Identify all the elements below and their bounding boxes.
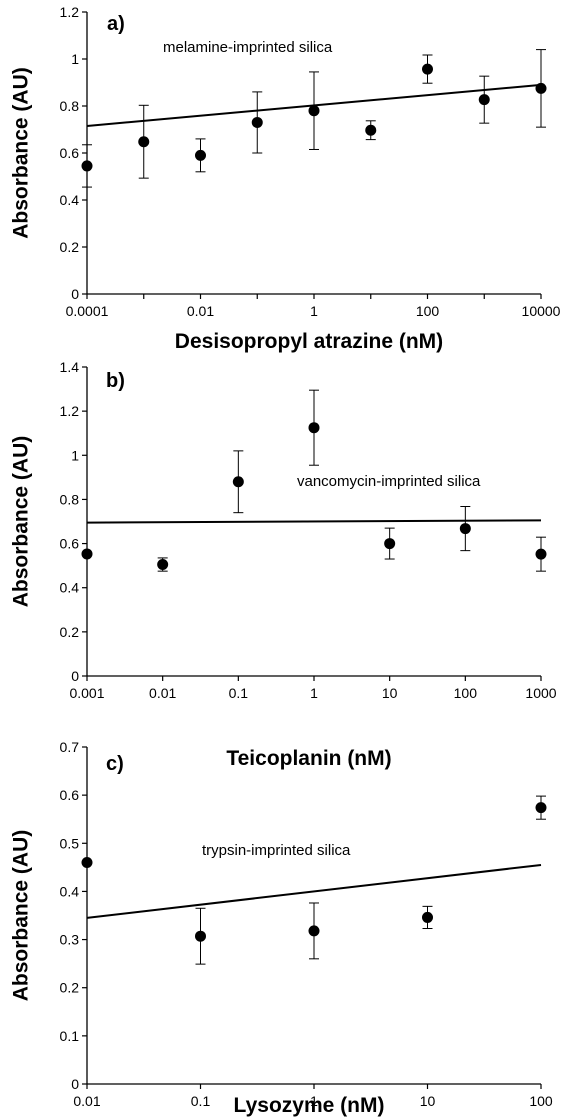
chart-0-x-axis-title: Desisopropyl atrazine (nM) <box>175 330 443 353</box>
chart-1-x-tick-label: 0.1 <box>229 685 249 701</box>
chart-0-data-point <box>478 94 490 106</box>
chart-2-y-tick-label: 0.2 <box>60 980 80 996</box>
chart-2-y-tick-label: 0 <box>71 1076 79 1092</box>
chart-2-data-point <box>422 911 433 923</box>
chart-1-data-point <box>81 548 93 560</box>
chart-2-y-tick-label: 0.7 <box>60 739 80 755</box>
chart-1-data-point <box>308 422 320 434</box>
chart-1-x-tick-label: 100 <box>454 685 478 701</box>
chart-0-x-tick-label: 0.01 <box>187 303 214 319</box>
chart-0-x-tick-label: 10000 <box>522 303 561 319</box>
chart-1-x-tick-label: 1000 <box>525 685 556 701</box>
chart-2-y-tick-label: 0.4 <box>60 883 80 899</box>
chart-2-x-tick-label: 10 <box>420 1093 436 1109</box>
chart-1-fit-line <box>86 519 542 524</box>
chart-0-y-tick-label: 1 <box>71 51 79 67</box>
chart-0-data-point <box>422 63 433 75</box>
chart-0-y-tick-label: 0 <box>71 286 79 302</box>
chart-1-y-tick-label: 1.2 <box>60 403 80 419</box>
chart-1-data-point <box>535 548 547 560</box>
chart-1-data-point <box>459 523 471 535</box>
chart-1-data-point <box>157 559 169 571</box>
chart-0-y-axis-title: Absorbance (AU) <box>10 67 33 239</box>
chart-2-y-axis-title: Absorbance (AU) <box>10 830 33 1002</box>
chart-2-panel-label: c) <box>106 753 124 775</box>
chart-2-y-tick-label: 0.3 <box>60 932 80 948</box>
chart-0-data-point <box>81 160 93 172</box>
chart-0-data-point <box>138 136 150 148</box>
panel-a: 0 0.2 0.4 0.6 0.8 1 1.2 0.0001 0.01 1 100 10000 a) me… <box>10 4 561 353</box>
chart-1-x-axis-title: Teicoplanin (nM) <box>226 747 391 770</box>
chart-1-x-tick-label: 10 <box>382 685 398 701</box>
chart-1-y-tick-label: 0.6 <box>60 536 80 552</box>
chart-0-data-point <box>365 124 377 136</box>
chart-2-annotation: trypsin-imprinted silica <box>202 842 351 859</box>
chart-2-y-tick-label: 0.5 <box>60 835 80 851</box>
chart-0-data-point <box>251 116 263 128</box>
panel-c: 0 0.1 0.2 0.3 0.4 0.5 0.6 0.7 0.01 0.1 1 10 100 c) try… <box>10 739 553 1117</box>
chart-2-data-point <box>81 857 93 869</box>
chart-0-y-tick-label: 0.2 <box>60 239 80 255</box>
chart-1-y-axis-title: Absorbance (AU) <box>10 436 33 608</box>
chart-2-x-tick-label: 0.01 <box>73 1093 100 1109</box>
chart-1-y-tick-label: 0 <box>71 668 79 684</box>
chart-0-annotation: melamine-imprinted silica <box>163 39 333 56</box>
chart-0-data-point <box>308 105 320 117</box>
chart-0-panel-label: a) <box>107 13 125 35</box>
chart-2-y-tick-label: 0.6 <box>60 787 80 803</box>
chart-2-x-tick-label: 100 <box>529 1093 553 1109</box>
chart-1-annotation: vancomycin-imprinted silica <box>297 473 481 490</box>
chart-0-y-tick-label: 1.2 <box>60 4 80 20</box>
chart-1-data-point <box>232 476 244 488</box>
chart-1-y-tick-label: 0.4 <box>60 580 80 596</box>
chart-0-x-tick-label: 0.0001 <box>66 303 109 319</box>
chart-0-y-tick-label: 0.4 <box>60 192 80 208</box>
chart-1-x-tick-label: 0.001 <box>69 685 104 701</box>
chart-1-y-tick-label: 0.2 <box>60 624 80 640</box>
chart-2-fit-line <box>86 863 542 919</box>
chart-1-panel-label: b) <box>106 370 125 392</box>
chart-0-x-tick-label: 1 <box>310 303 318 319</box>
chart-1-y-tick-label: 0.8 <box>60 491 80 507</box>
chart-1-data-point <box>384 538 396 550</box>
chart-2-data-point <box>535 802 547 814</box>
chart-2-x-axis-title: Lysozyme (nM) <box>234 1094 385 1117</box>
panel-b: 0 0.2 0.4 0.6 0.8 1 1.2 1.4 0.001 0.01 0.1 1 10 100 10… <box>10 359 557 770</box>
chart-2-y-tick-label: 0.1 <box>60 1028 80 1044</box>
chart-0-data-point <box>195 149 206 161</box>
chart-2-data-point <box>308 925 320 937</box>
chart-1-y-tick-label: 1 <box>71 447 79 463</box>
chart-1-y-tick-label: 1.4 <box>60 359 80 375</box>
chart-0-y-tick-label: 0.8 <box>60 98 80 114</box>
chart-0-x-tick-label: 100 <box>416 303 440 319</box>
chart-1-x-tick-label: 1 <box>310 685 318 701</box>
chart-2-x-tick-label: 0.1 <box>191 1093 211 1109</box>
chart-2-x-tick-label: 1 <box>310 1093 318 1109</box>
chart-0-y-tick-label: 0.6 <box>60 145 80 161</box>
chart-0-data-point <box>535 82 547 94</box>
chart-2-data-point <box>195 930 206 942</box>
chart-1-x-tick-label: 0.01 <box>149 685 176 701</box>
